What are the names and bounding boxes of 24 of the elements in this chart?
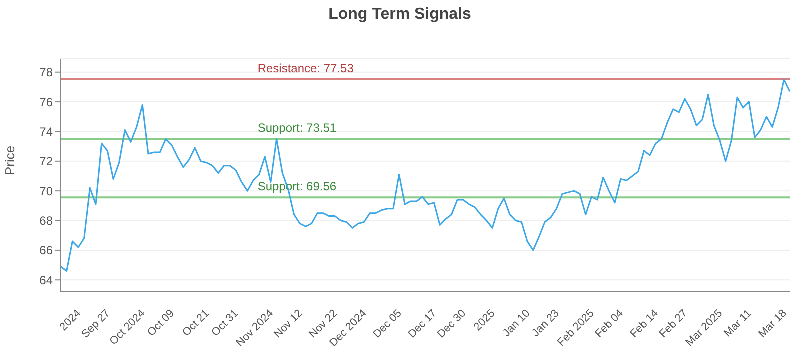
ref-line-label: Resistance: 77.53 bbox=[258, 61, 354, 76]
x-tick-label: Feb 27 bbox=[657, 308, 690, 340]
x-tick-label: Jan 10 bbox=[500, 308, 533, 340]
x-tick-label: Dec 05 bbox=[371, 308, 404, 341]
line-series bbox=[60, 79, 791, 272]
y-tick-label: 76 bbox=[40, 95, 54, 110]
x-tick-label: Oct 21 bbox=[180, 308, 212, 340]
y-tick-label: 70 bbox=[40, 184, 54, 198]
x-tick-label: Nov 12 bbox=[272, 308, 306, 341]
chart-title: Long Term Signals bbox=[328, 5, 472, 25]
x-tick-label: Dec 30 bbox=[435, 308, 469, 341]
y-tick-label: 72 bbox=[40, 154, 54, 169]
x-tick-label: Oct 31 bbox=[210, 308, 242, 340]
x-tick-label: Feb 04 bbox=[593, 308, 626, 340]
y-tick-label: 78 bbox=[40, 66, 54, 80]
y-axis-title: Price bbox=[2, 146, 18, 176]
y-tick-label: 74 bbox=[40, 124, 54, 139]
ref-line-label: Support: 73.51 bbox=[258, 120, 337, 135]
y-tick-label: 68 bbox=[40, 214, 54, 228]
y-tick-label: 64 bbox=[40, 273, 54, 288]
x-tick-label: Oct 09 bbox=[146, 308, 177, 340]
x-tick-label: Mar 11 bbox=[722, 308, 754, 340]
x-tick-label: Mar 18 bbox=[756, 308, 790, 340]
y-tick-label: 66 bbox=[40, 244, 54, 258]
